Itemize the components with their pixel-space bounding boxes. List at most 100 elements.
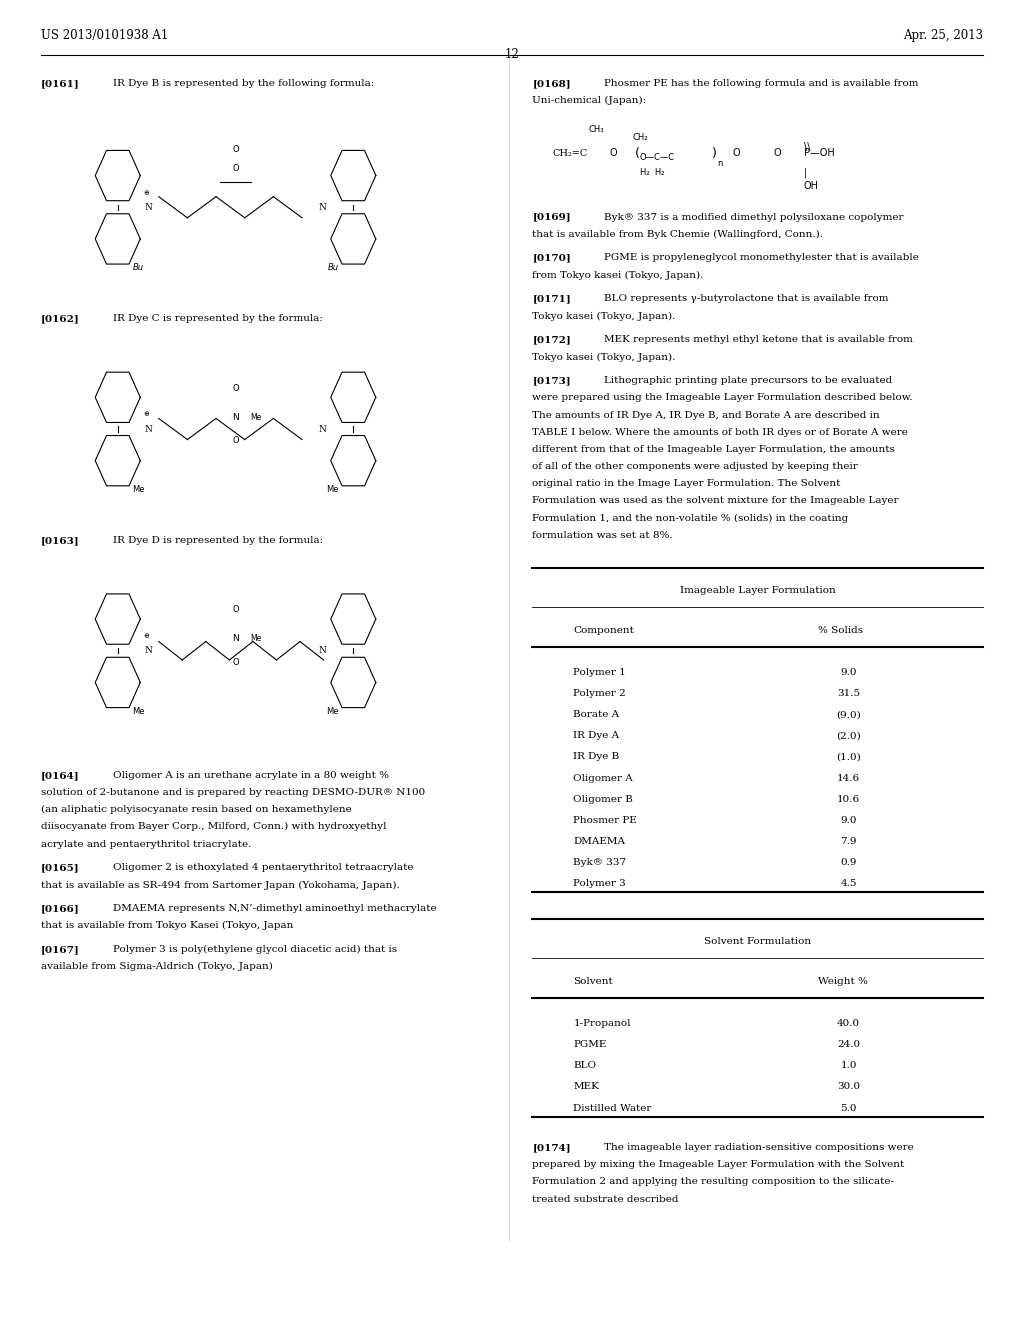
Text: US 2013/0101938 A1: US 2013/0101938 A1 [41,29,168,42]
Text: [0165]: [0165] [41,863,80,873]
Text: PGME is propyleneglycol monomethylester that is available: PGME is propyleneglycol monomethylester … [604,253,919,263]
Text: [0170]: [0170] [532,253,571,263]
Text: 31.5: 31.5 [838,689,860,698]
Text: PGME: PGME [573,1040,607,1049]
Text: ): ) [712,147,717,160]
Text: Me: Me [327,708,339,715]
Text: N: N [318,425,327,433]
Text: The amounts of IR Dye A, IR Dye B, and Borate A are described in: The amounts of IR Dye A, IR Dye B, and B… [532,411,880,420]
Text: 30.0: 30.0 [838,1082,860,1092]
Text: [0174]: [0174] [532,1143,571,1152]
Text: O: O [232,145,239,153]
Text: O: O [609,148,616,158]
Text: N: N [318,647,327,655]
Text: IR Dye A: IR Dye A [573,731,620,741]
Text: 1.0: 1.0 [841,1061,857,1071]
Text: Me: Me [327,486,339,494]
Text: from Tokyo kasei (Tokyo, Japan).: from Tokyo kasei (Tokyo, Japan). [532,271,703,280]
Text: [0161]: [0161] [41,79,80,88]
Text: [0167]: [0167] [41,945,80,954]
Text: [0163]: [0163] [41,536,80,545]
Text: ⊕: ⊕ [143,632,150,640]
Text: that is available from Byk Chemie (Wallingford, Conn.).: that is available from Byk Chemie (Walli… [532,230,823,239]
Text: (: ( [635,147,640,160]
Text: N: N [144,425,153,433]
Text: Phosmer PE has the following formula and is available from: Phosmer PE has the following formula and… [604,79,919,88]
Text: Me: Me [251,413,261,421]
Text: formulation was set at 8%.: formulation was set at 8%. [532,531,673,540]
Text: ⊕: ⊕ [143,411,150,418]
Text: available from Sigma-Aldrich (Tokyo, Japan): available from Sigma-Aldrich (Tokyo, Jap… [41,962,272,972]
Text: O: O [773,148,780,158]
Text: O: O [232,384,239,392]
Text: 9.0: 9.0 [841,668,857,677]
Text: CH₂=C: CH₂=C [553,149,588,157]
Text: 14.6: 14.6 [838,774,860,783]
Text: H₂  H₂: H₂ H₂ [640,169,665,177]
Text: that is available as SR-494 from Sartomer Japan (Yokohama, Japan).: that is available as SR-494 from Sartome… [41,880,399,890]
Text: Imageable Layer Formulation: Imageable Layer Formulation [680,586,836,595]
Text: Polymer 3 is poly(ethylene glycol diacetic acid) that is: Polymer 3 is poly(ethylene glycol diacet… [113,945,396,954]
Text: TABLE I below. Where the amounts of both IR dyes or of Borate A were: TABLE I below. Where the amounts of both… [532,428,908,437]
Text: prepared by mixing the Imageable Layer Formulation with the Solvent: prepared by mixing the Imageable Layer F… [532,1160,905,1170]
Text: Me: Me [132,486,144,494]
Text: Lithographic printing plate precursors to be evaluated: Lithographic printing plate precursors t… [604,376,892,385]
Text: 4.5: 4.5 [841,879,857,888]
Text: Component: Component [573,626,634,635]
Text: Weight %: Weight % [818,977,868,986]
Text: that is available from Tokyo Kasei (Tokyo, Japan: that is available from Tokyo Kasei (Toky… [41,921,293,931]
Text: OH: OH [804,181,819,191]
Text: n: n [717,160,722,168]
Text: MEK: MEK [573,1082,599,1092]
Text: [0173]: [0173] [532,376,571,385]
Text: CH₂: CH₂ [632,133,648,141]
Text: Formulation 2 and applying the resulting composition to the silicate-: Formulation 2 and applying the resulting… [532,1177,895,1187]
Text: MEK represents methyl ethyl ketone that is available from: MEK represents methyl ethyl ketone that … [604,335,913,345]
Text: original ratio in the Image Layer Formulation. The Solvent: original ratio in the Image Layer Formul… [532,479,841,488]
Text: N: N [232,413,239,421]
Text: of all of the other components were adjusted by keeping their: of all of the other components were adju… [532,462,858,471]
Text: DMAEMA: DMAEMA [573,837,626,846]
Text: BLO: BLO [573,1061,597,1071]
Text: Polymer 1: Polymer 1 [573,668,627,677]
Text: Solvent Formulation: Solvent Formulation [705,937,811,946]
Text: Phosmer PE: Phosmer PE [573,816,637,825]
Text: IR Dye D is represented by the formula:: IR Dye D is represented by the formula: [113,536,323,545]
Text: O: O [232,659,239,667]
Text: Me: Me [251,635,261,643]
Text: Me: Me [132,708,144,715]
Text: CH₃: CH₃ [589,125,604,133]
Text: acrylate and pentaerythritol triacrylate.: acrylate and pentaerythritol triacrylate… [41,840,251,849]
Text: Byk® 337: Byk® 337 [573,858,627,867]
Text: Borate A: Borate A [573,710,620,719]
Text: Solvent: Solvent [573,977,613,986]
Text: BLO represents γ-butyrolactone that is available from: BLO represents γ-butyrolactone that is a… [604,294,889,304]
Text: treated substrate described: treated substrate described [532,1195,679,1204]
Text: Formulation 1, and the non-volatile % (solids) in the coating: Formulation 1, and the non-volatile % (s… [532,513,849,523]
Text: IR Dye C is represented by the formula:: IR Dye C is represented by the formula: [113,314,323,323]
Text: Bu: Bu [328,264,338,272]
Text: solution of 2-butanone and is prepared by reacting DESMO-DUR® N100: solution of 2-butanone and is prepared b… [41,788,425,797]
Text: ⊕: ⊕ [143,189,150,197]
Text: 10.6: 10.6 [838,795,860,804]
Text: Uni-chemical (Japan):: Uni-chemical (Japan): [532,96,646,106]
Text: P—OH: P—OH [804,148,835,158]
Text: O—C—C: O—C—C [640,153,675,161]
Text: [0168]: [0168] [532,79,571,88]
Text: Oligomer 2 is ethoxylated 4 pentaerythritol tetraacrylate: Oligomer 2 is ethoxylated 4 pentaerythri… [113,863,413,873]
Text: IR Dye B: IR Dye B [573,752,620,762]
Text: The imageable layer radiation-sensitive compositions were: The imageable layer radiation-sensitive … [604,1143,913,1152]
Text: 40.0: 40.0 [838,1019,860,1028]
Text: [0166]: [0166] [41,904,80,913]
Text: [0169]: [0169] [532,213,571,222]
Text: DMAEMA represents N,N’-dimethyl aminoethyl methacrylate: DMAEMA represents N,N’-dimethyl aminoeth… [113,904,436,913]
Text: O: O [232,165,239,173]
Text: O: O [732,148,739,158]
Text: Polymer 3: Polymer 3 [573,879,627,888]
Text: 9.0: 9.0 [841,816,857,825]
Text: Tokyo kasei (Tokyo, Japan).: Tokyo kasei (Tokyo, Japan). [532,312,676,321]
Text: (1.0): (1.0) [837,752,861,762]
Text: Distilled Water: Distilled Water [573,1104,652,1113]
Text: (9.0): (9.0) [837,710,861,719]
Text: N: N [232,635,239,643]
